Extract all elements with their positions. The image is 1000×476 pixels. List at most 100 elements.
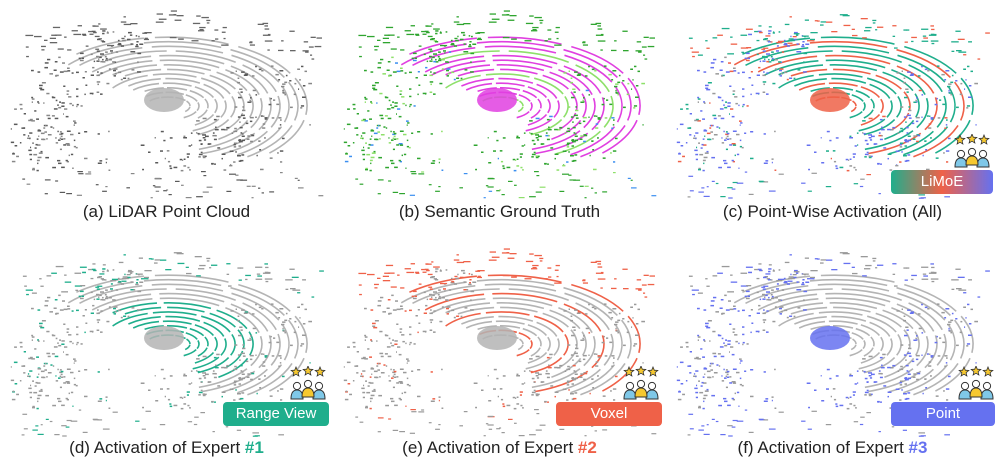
lidar-ring-segment [904,283,957,312]
lidar-point [196,358,200,360]
lidar-point [105,161,107,164]
lidar-point [123,254,126,256]
lidar-point [906,159,910,162]
lidar-point [121,283,124,285]
lidar-ring-segment [79,285,143,305]
lidar-point [189,169,191,171]
lidar-ring-segment [132,320,160,329]
lidar-point [433,266,440,268]
lidar-point [290,106,293,109]
lidar-point [706,424,709,426]
lidar-point [168,14,177,16]
lidar-point [238,377,242,380]
lidar-ring-segment [733,281,800,304]
lidar-point [14,145,18,147]
lidar-point [730,36,733,38]
lidar-point [390,286,397,288]
lidar-point [435,30,439,32]
lidar-point [702,376,705,378]
lidar-point [702,159,706,162]
lidar-point [372,87,376,89]
lidar-point [238,139,242,142]
lidar-point [39,87,43,89]
lidar-point [762,293,765,296]
lidar-ring-segment [270,333,281,366]
lidar-point [770,279,773,281]
lidar-point [882,115,886,118]
lidar-point [45,156,49,159]
lidar-point [371,373,373,375]
lidar-point [96,329,100,331]
lidar-point [956,344,959,347]
lidar-ring-segment [571,45,624,74]
lidar-point [235,70,237,72]
lidar-point [573,329,576,331]
lidar-point [597,117,601,119]
lidar-point [391,106,395,109]
lidar-point [428,48,433,50]
lidar-point [740,360,743,362]
lidar-point [447,61,450,63]
lidar-point [820,24,824,26]
lidar-point [535,191,542,193]
lidar-point [930,355,934,357]
lidar-point [787,45,790,47]
lidar-point [66,398,69,401]
lidar-point [725,133,729,136]
lidar-point [697,98,701,100]
lidar-point [22,275,27,277]
lidar-point [370,400,372,403]
lidar-point [907,71,911,73]
lidar-point [559,364,563,367]
lidar-point [201,16,209,19]
lidar-point [911,40,914,43]
lidar-ring-segment [771,288,833,300]
lidar-point [872,260,876,262]
lidar-point [47,296,51,299]
lidar-point [454,275,458,278]
lidar-point [923,37,928,39]
lidar-point [493,368,497,371]
lidar-point [136,41,139,43]
lidar-point [374,376,377,379]
lidar-point [37,130,42,132]
lidar-point [732,398,735,401]
point-wise-activation-scene [676,14,990,199]
lidar-point [771,289,774,291]
lidar-point [713,296,717,299]
ego-vehicle-blob [477,88,517,112]
lidar-point [689,190,694,192]
lidar-ring-segment [841,50,902,63]
lidar-point [759,269,763,272]
lidar-point [745,28,753,30]
lidar-ring-segment [230,333,236,356]
lidar-point [73,124,75,126]
lidar-point [597,40,606,42]
lidar-point [415,77,418,79]
lidar-point [233,381,236,384]
lidar-point [703,309,707,311]
lidar-point [727,187,733,189]
lidar-point [102,268,106,270]
lidar-point [742,103,745,106]
person-body-icon [634,387,648,398]
lidar-point [430,309,432,311]
lidar-point [365,167,368,170]
lidar-point [405,167,407,169]
lidar-point [723,159,727,162]
lidar-point [868,117,873,120]
lidar-ring-segment [825,297,886,307]
lidar-ring-segment [258,97,272,131]
lidar-point [58,56,61,59]
lidar-point [700,385,703,387]
lidar-point [701,381,704,384]
lidar-point [142,406,144,409]
lidar-point [889,407,893,409]
lidar-point [741,51,744,53]
lidar-point [78,173,84,175]
lidar-point [64,346,68,348]
lidar-point [595,361,599,363]
lidar-point [57,48,64,50]
lidar-ring-segment [851,94,864,102]
lidar-point [425,25,432,27]
